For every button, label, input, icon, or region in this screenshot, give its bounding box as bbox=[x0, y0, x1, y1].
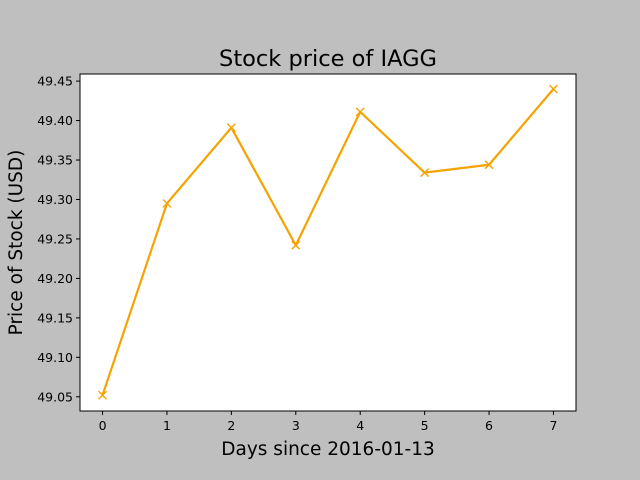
data-point-marker bbox=[291, 240, 301, 250]
data-point-marker bbox=[226, 123, 236, 133]
x-tick-label: 0 bbox=[99, 418, 107, 433]
x-axis: 0 1 2 3 4 5 6 7 bbox=[99, 411, 557, 433]
data-point-marker bbox=[484, 160, 494, 170]
y-tick-label: 49.30 bbox=[37, 192, 73, 207]
x-tick-label: 6 bbox=[485, 418, 493, 433]
y-axis: 49.05 49.10 49.15 49.20 49.25 49.30 49.35 49.40… bbox=[37, 74, 80, 404]
y-tick-label: 49.20 bbox=[37, 271, 73, 286]
y-tick-label: 49.35 bbox=[37, 153, 73, 168]
chart-title: Stock price of IAGG bbox=[219, 46, 437, 72]
y-axis-title: Price of Stock (USD) bbox=[6, 150, 27, 336]
series-line bbox=[101, 88, 555, 396]
plot-area bbox=[79, 73, 577, 412]
x-tick-label: 2 bbox=[227, 418, 235, 433]
y-tick-label: 49.15 bbox=[37, 310, 73, 325]
x-axis-title: Days since 2016-01-13 bbox=[221, 439, 435, 460]
data-point-marker bbox=[420, 168, 430, 178]
series-layer bbox=[98, 84, 558, 400]
x-tick-label: 3 bbox=[292, 418, 300, 433]
data-point-marker bbox=[355, 107, 365, 117]
y-tick-label: 49.25 bbox=[37, 231, 73, 246]
y-tick-label: 49.10 bbox=[37, 350, 73, 365]
x-tick-label: 1 bbox=[163, 418, 171, 433]
x-tick-label: 4 bbox=[356, 418, 364, 433]
x-tick-label: 7 bbox=[549, 418, 557, 433]
y-tick-label: 49.45 bbox=[37, 74, 73, 89]
data-point-marker bbox=[98, 390, 108, 400]
data-point-marker bbox=[162, 198, 172, 208]
y-tick-label: 49.05 bbox=[37, 389, 73, 404]
y-tick-label: 49.40 bbox=[37, 113, 73, 128]
data-point-marker bbox=[548, 84, 558, 94]
x-tick-label: 5 bbox=[421, 418, 429, 433]
